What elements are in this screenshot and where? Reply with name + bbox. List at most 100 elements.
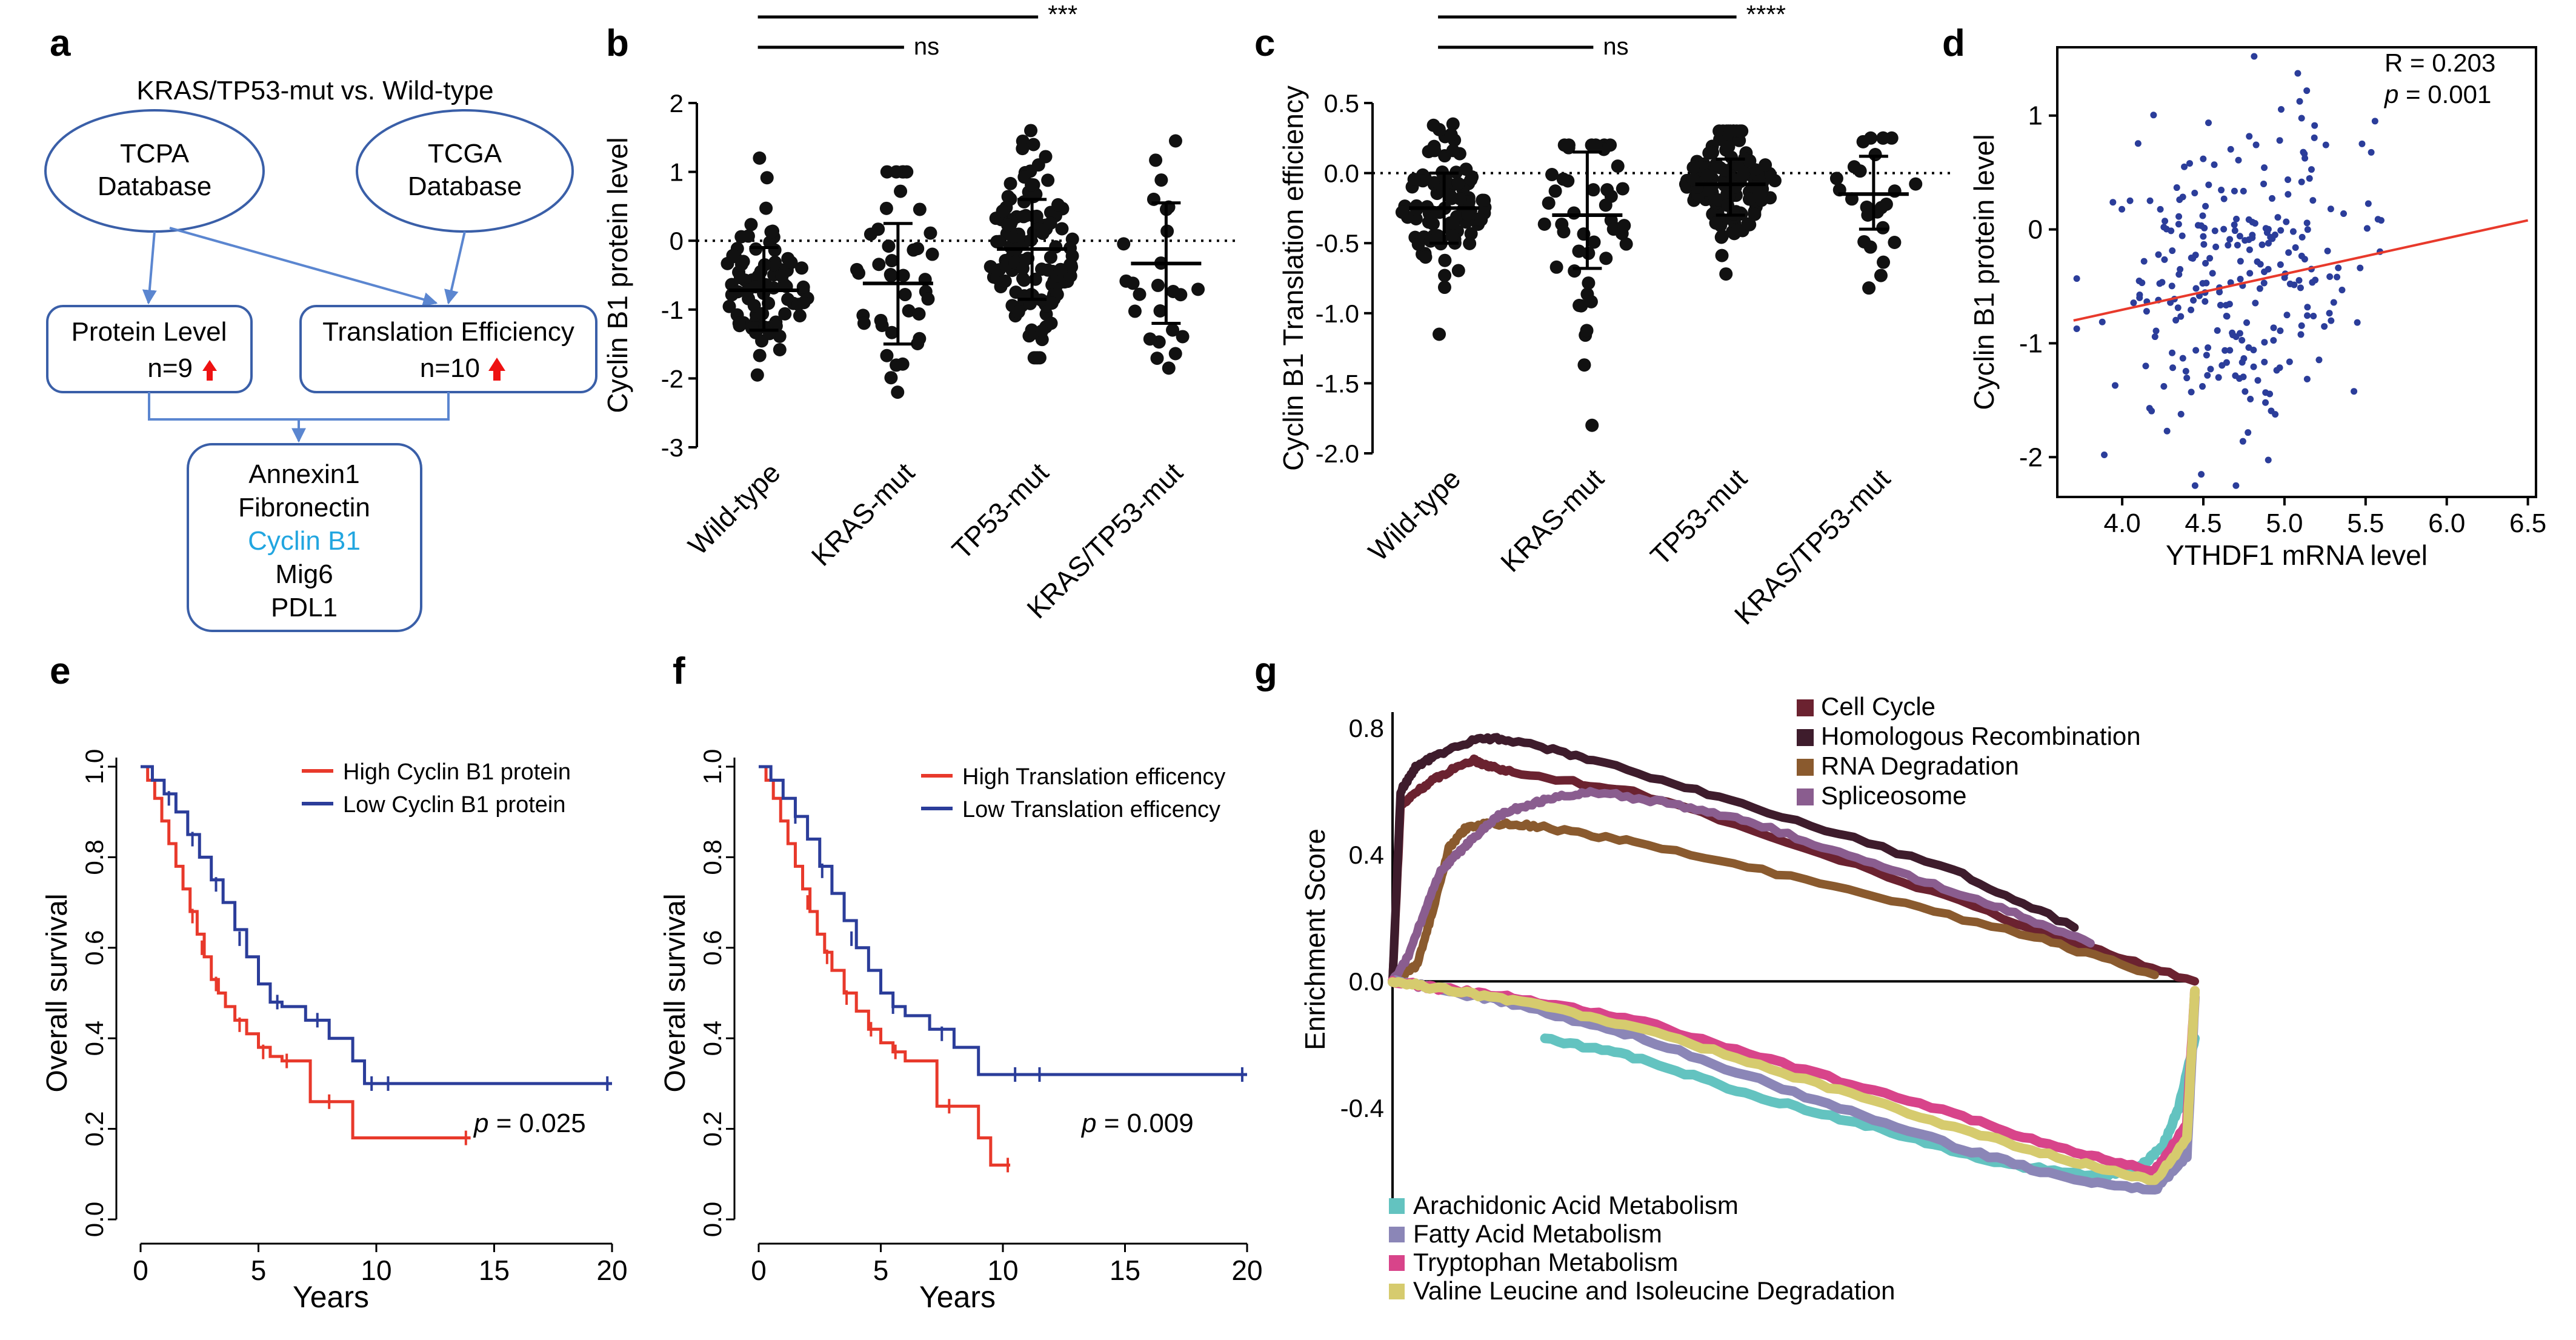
data-point <box>2182 368 2189 375</box>
data-point <box>2199 212 2206 219</box>
data-point <box>1606 222 1620 236</box>
data-point <box>2276 137 2283 144</box>
data-point <box>2236 330 2243 337</box>
data-point <box>1176 330 1190 344</box>
data-point <box>1153 304 1167 318</box>
chart-f-survival-translation: 0.0 0.2 0.4 0.6 0.8 1.0 0 5 10 15 20 Years Overall s… <box>659 749 1263 1314</box>
data-point <box>1549 260 1563 274</box>
panel-label-f: f <box>673 650 685 692</box>
y-axis-label: Cyclin B1 protein level <box>1968 134 2000 410</box>
y-axis-label: Enrichment Score <box>1299 828 1331 1050</box>
data-point <box>1715 229 1729 243</box>
data-point <box>2191 190 2198 197</box>
data-point <box>1055 222 1069 236</box>
data-point <box>744 218 758 232</box>
data-point <box>2177 313 2185 320</box>
panel-label-d: d <box>1942 22 1965 64</box>
survival-curve <box>759 765 1247 1076</box>
data-point <box>2304 226 2311 233</box>
data-point <box>2285 191 2292 198</box>
data-point <box>885 254 899 268</box>
data-point <box>2178 232 2186 239</box>
data-point <box>2203 352 2210 359</box>
data-point <box>911 337 925 351</box>
data-point <box>722 299 736 313</box>
data-point <box>2227 145 2234 153</box>
regression-line <box>2073 219 2529 322</box>
data-point <box>1702 146 1716 160</box>
data-point <box>2311 122 2318 129</box>
significance-label: ns <box>914 33 939 60</box>
x-axis-label: Years <box>919 1280 996 1314</box>
data-point <box>751 269 765 283</box>
data-point <box>2140 258 2148 265</box>
y-tick-label: 0.8 <box>80 839 108 875</box>
data-point <box>850 262 864 276</box>
data-point <box>2270 324 2277 332</box>
data-point <box>2200 233 2207 240</box>
data-point <box>2271 232 2278 239</box>
data-point <box>1879 198 1893 212</box>
data-point <box>2188 388 2195 396</box>
data-point <box>753 348 767 362</box>
data-point <box>2167 299 2174 306</box>
y-axis-label: Overall survival <box>659 893 691 1092</box>
data-point <box>2308 166 2315 173</box>
data-point <box>1743 154 1757 168</box>
y-axis-label: Cyclin B1 Translation efficiency <box>1277 85 1309 471</box>
data-point <box>1600 183 1614 197</box>
data-point <box>2262 399 2269 406</box>
data-point <box>2283 218 2290 225</box>
y-tick-label: 0.8 <box>1349 714 1384 742</box>
data-point <box>1464 173 1478 187</box>
x-axis-label: Years <box>293 1280 369 1314</box>
y-tick-label: -3 <box>661 433 684 462</box>
data-point <box>2297 284 2304 292</box>
data-point <box>2158 279 2166 286</box>
y-tick-label: 1.0 <box>698 749 727 784</box>
data-point <box>2226 347 2234 354</box>
data-point <box>890 165 904 179</box>
enrichment-curve <box>1388 733 2079 985</box>
x-tick-label: 15 <box>479 1255 510 1286</box>
data-point <box>896 268 910 282</box>
data-point <box>1043 250 1057 264</box>
data-point <box>778 307 792 321</box>
y-tick-label: -1 <box>2019 328 2043 358</box>
y-tick-label: 0.4 <box>698 1021 727 1056</box>
data-point <box>1446 144 1460 158</box>
data-point <box>907 243 920 257</box>
data-point <box>2211 161 2218 168</box>
y-tick-label: 0.0 <box>698 1202 727 1237</box>
y-tick-label: 0.5 <box>1324 89 1359 118</box>
data-point <box>2162 218 2169 225</box>
data-point <box>2169 349 2176 356</box>
data-point <box>2126 197 2134 204</box>
data-point <box>2245 344 2252 351</box>
data-point <box>2338 287 2346 294</box>
data-point <box>1011 305 1025 319</box>
data-point <box>733 271 747 285</box>
data-point <box>2183 375 2191 382</box>
data-point <box>2200 155 2207 162</box>
data-point <box>2266 390 2274 398</box>
data-point <box>1419 250 1433 264</box>
data-point <box>2326 310 2333 317</box>
data-point <box>2211 227 2218 235</box>
data-point <box>1423 234 1437 248</box>
significance-label: *** <box>1048 0 1077 28</box>
data-point <box>1580 324 1594 338</box>
data-point <box>2315 356 2323 364</box>
x-tick-label: 0 <box>751 1255 767 1286</box>
protein-level-label: Protein Level <box>72 317 227 347</box>
data-point <box>721 256 734 270</box>
y-tick-label: -2 <box>2019 442 2043 472</box>
data-point <box>1407 172 1421 186</box>
x-tick-label: KRAS-mut <box>1494 462 1610 578</box>
data-point <box>2231 187 2238 195</box>
data-point <box>2262 225 2269 232</box>
data-point <box>2146 405 2153 412</box>
data-point <box>2163 225 2170 233</box>
data-point <box>2303 375 2311 382</box>
flowchart: KRAS/TP53-mut vs. Wild-type TCPA Databas… <box>44 76 597 632</box>
